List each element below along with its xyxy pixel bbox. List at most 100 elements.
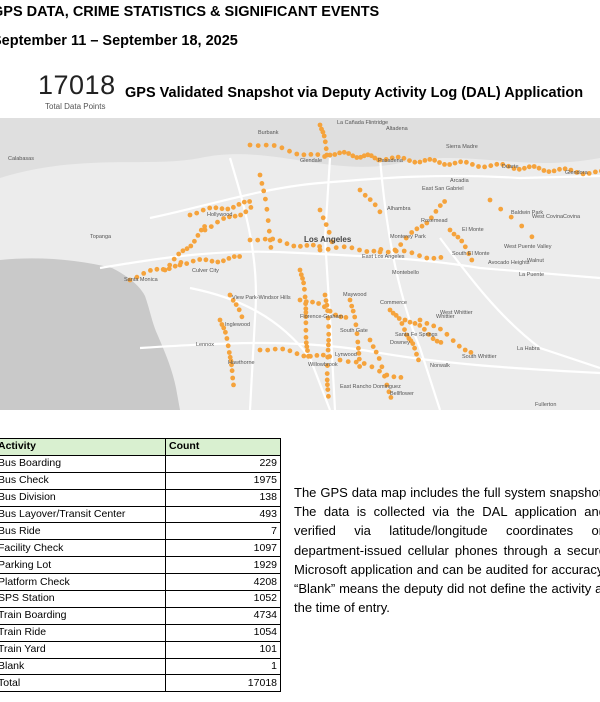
gps-marker: [357, 247, 362, 253]
gps-marker: [198, 227, 204, 233]
gps-marker: [280, 346, 286, 352]
table-row: Bus Check 1975: [0, 471, 281, 490]
gps-marker: [320, 352, 326, 358]
gps-marker: [323, 146, 329, 152]
gps-marker: [197, 257, 203, 262]
count-cell: 1929: [165, 556, 281, 575]
gps-marker: [325, 382, 330, 388]
table-header-row: Activity Count: [0, 438, 281, 456]
table-row: Total 17018: [0, 674, 281, 693]
table-row: Bus Layover/Transit Center 493: [0, 505, 281, 524]
gps-marker: [171, 256, 177, 262]
gps-marker: [317, 207, 323, 213]
gps-marker: [302, 294, 308, 300]
map-label: Glendora: [565, 170, 589, 176]
gps-marker: [303, 299, 309, 304]
gps-marker: [314, 353, 320, 358]
gps-marker: [231, 204, 236, 210]
map-label: Pasadena: [378, 158, 404, 164]
gps-marker: [243, 209, 249, 215]
gps-marker: [316, 301, 321, 306]
gps-marker: [255, 143, 261, 148]
gps-marker: [358, 154, 363, 160]
gps-marker: [494, 161, 500, 167]
map-label: Duarte: [502, 164, 519, 170]
gps-marker: [372, 202, 378, 208]
gps-marker: [322, 304, 327, 310]
gps-marker: [325, 363, 330, 368]
gps-marker: [324, 371, 330, 376]
gps-marker: [265, 218, 271, 223]
gps-marker: [536, 165, 542, 171]
gps-marker: [337, 150, 342, 156]
gps-marker: [468, 350, 474, 355]
gps-marker: [487, 197, 493, 203]
gps-marker: [382, 373, 387, 379]
table-row: Bus Ride 7: [0, 522, 281, 541]
gps-marker: [177, 262, 183, 268]
gps-marker: [239, 314, 245, 320]
gps-marker: [462, 347, 468, 353]
gps-marker: [417, 159, 423, 165]
gps-marker: [236, 202, 242, 207]
gps-marker: [438, 255, 444, 260]
gps-marker: [398, 242, 404, 247]
gps-marker: [257, 172, 263, 178]
gps-marker: [506, 163, 511, 169]
gps-marker: [401, 248, 407, 254]
gps-marker: [320, 129, 326, 135]
gps-marker: [303, 314, 309, 320]
count-cell: 7: [165, 522, 281, 541]
gps-marker: [392, 247, 398, 253]
gps-marker: [350, 153, 356, 159]
gps-marker: [398, 375, 404, 380]
gps-marker: [259, 181, 265, 186]
gps-marker: [407, 158, 412, 163]
gps-map[interactable]: Burbank La Cañada Flintridge Altadena Sierr…: [0, 118, 600, 410]
gps-markers: [127, 122, 600, 400]
activity-cell: Parking Lot: [0, 556, 166, 575]
gps-marker: [429, 215, 434, 221]
gps-marker: [407, 319, 413, 325]
gps-marker: [267, 237, 273, 243]
gps-marker: [557, 166, 562, 172]
activity-cell: Blank: [0, 657, 166, 676]
gps-marker: [442, 199, 447, 204]
map-label: South Whittier: [462, 354, 497, 360]
gps-marker: [265, 347, 271, 353]
gps-marker: [367, 197, 373, 202]
gps-marker: [389, 155, 395, 161]
gps-marker: [437, 160, 442, 165]
gps-marker: [195, 233, 201, 238]
map-label: Sierra Madre: [446, 144, 478, 150]
gps-marker: [160, 267, 166, 272]
activity-cell: Train Ride: [0, 623, 166, 642]
map-label: Rosemead: [421, 218, 448, 224]
gps-marker: [231, 254, 237, 259]
gps-marker: [221, 216, 227, 221]
snapshot-title: GPS Validated Snapshot via Deputy Activi…: [125, 85, 584, 101]
gps-marker: [452, 160, 458, 166]
gps-marker: [377, 368, 382, 374]
gps-marker: [266, 228, 272, 234]
gps-marker: [383, 157, 389, 162]
gps-marker: [194, 210, 200, 216]
count-cell: 101: [165, 640, 281, 659]
gps-marker: [347, 297, 353, 303]
gps-marker: [315, 152, 321, 157]
gps-marker: [417, 253, 422, 259]
gps-marker: [229, 362, 234, 368]
gps-marker: [304, 344, 310, 349]
gps-marker: [377, 249, 383, 255]
gps-marker: [459, 238, 465, 244]
map-label: La Puente: [519, 272, 544, 278]
gps-marker: [176, 251, 182, 257]
gps-marker: [541, 168, 547, 173]
gps-marker: [261, 188, 267, 194]
gps-marker: [305, 348, 310, 353]
gps-marker: [337, 357, 343, 363]
gps-marker: [511, 166, 517, 171]
table-row: Blank 1: [0, 657, 281, 676]
gps-marker: [388, 395, 394, 400]
table-row: Train Yard 101: [0, 640, 281, 659]
